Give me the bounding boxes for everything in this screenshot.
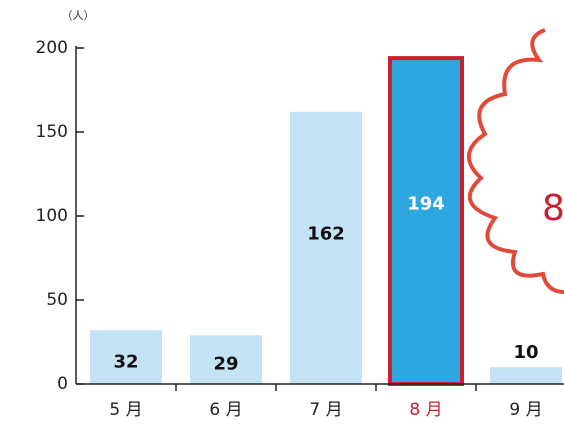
bar [290, 112, 362, 384]
y-tick-label: 100 [36, 206, 68, 226]
x-tick-label: 7 月 [309, 400, 342, 420]
annotation: 8 [542, 188, 564, 229]
value-label: 32 [113, 351, 138, 372]
value-label: 194 [407, 194, 445, 215]
value-label: 162 [307, 223, 345, 244]
unit-label: （人） [62, 9, 95, 22]
x-tick-label: 8 月 [409, 400, 442, 420]
x-tick-label: 6 月 [209, 400, 242, 420]
speech-bubble [469, 30, 564, 292]
value-label: 10 [513, 342, 538, 363]
chart: （人） 8 0 50 100 150 200 32 5 月 29 6 月 162 7 月 194 8 月… [0, 0, 564, 425]
value-label: 29 [213, 354, 238, 375]
bar [490, 367, 562, 384]
x-tick-label: 5 月 [109, 400, 142, 420]
y-tick-label: 0 [57, 374, 68, 394]
y-tick-label: 150 [36, 122, 68, 142]
bar [390, 58, 462, 384]
y-tick-label: 200 [36, 38, 68, 58]
x-tick-label: 9 月 [509, 400, 542, 420]
y-tick-label: 50 [46, 290, 68, 310]
